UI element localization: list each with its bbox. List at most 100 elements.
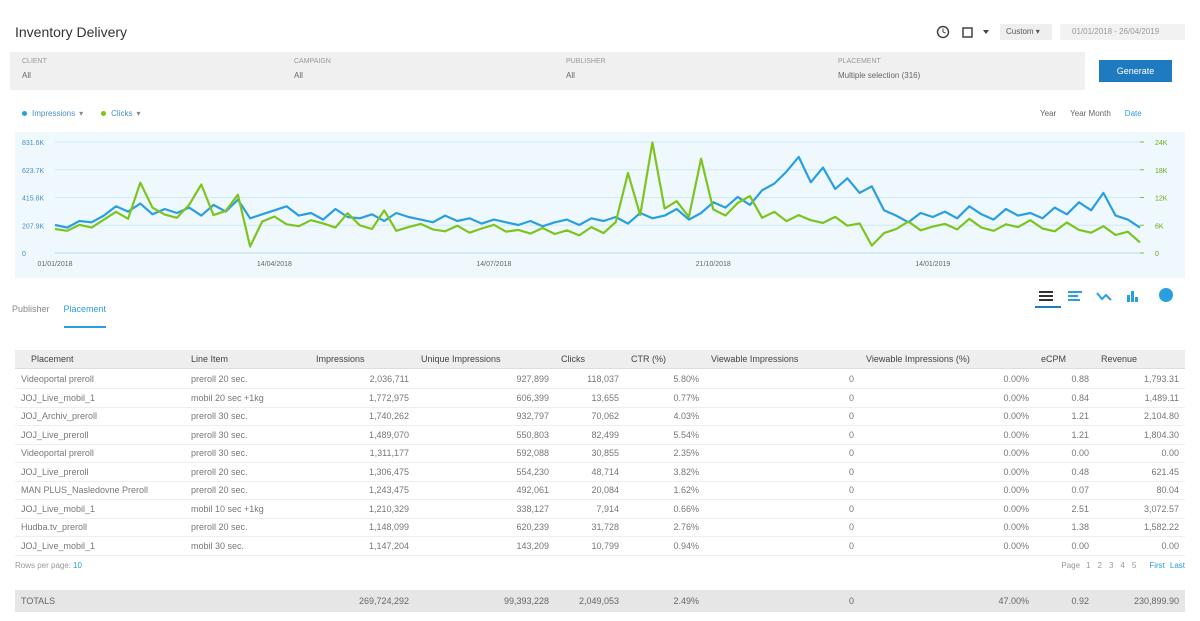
view-icons[interactable] (1035, 286, 1180, 310)
x-tick-label: 14/01/2019 (915, 261, 950, 268)
column-header[interactable]: Impressions (316, 354, 365, 364)
table-cell: 31,728 (591, 522, 619, 532)
table-cell: preroll 20 sec. (191, 485, 248, 495)
chart: 0 207.9K 415.8K 623.7K 831.6K 0 6K 12K 18K 24K 01/… (15, 132, 1185, 278)
table-cell: 2.51 (1071, 503, 1089, 514)
page-link[interactable]: 4 (1120, 561, 1125, 570)
y2-tick-label: 18K (1155, 168, 1168, 175)
table-row (15, 499, 1185, 500)
legend-item[interactable]: Clicks ▾ (101, 109, 141, 118)
page-link[interactable]: 2 (1097, 561, 1102, 570)
table-cell: JOJ_Live_mobil_1 (21, 540, 96, 551)
column-header[interactable]: Line Item (191, 354, 229, 364)
y-tick-label: 415.8K (22, 196, 45, 203)
chart-legend: Impressions ▾ Clicks ▾ (22, 109, 159, 118)
filter-value[interactable]: Multiple selection (316) (838, 71, 921, 80)
table-cell: preroll 20 sec. (191, 522, 248, 532)
table-cell: 1,740,262 (368, 411, 409, 421)
column-header[interactable]: Viewable Impressions (711, 354, 799, 364)
table-cell: 927,899 (516, 374, 549, 384)
column-header[interactable]: Clicks (561, 354, 585, 364)
column-header[interactable]: eCPM (1041, 354, 1067, 364)
date-range[interactable]: 01/01/2018 - 26/04/2019 (1060, 24, 1185, 40)
table-cell: 1.21 (1071, 411, 1089, 421)
y-tick-label: 207.9K (22, 223, 45, 230)
granularity-option[interactable]: Date (1124, 109, 1142, 118)
series-line (54, 141, 1141, 248)
table-cell: 0 (848, 503, 854, 514)
table-cell: 0 (848, 429, 854, 440)
filter-label: PLACEMENT (838, 58, 881, 65)
table-cell: 0 (848, 411, 854, 421)
table-cell: 621.45 (1151, 466, 1179, 477)
x-tick-label: 01/01/2018 (37, 261, 72, 268)
table-cell: 492,061 (516, 485, 549, 495)
table-cell: 1,311,177 (369, 448, 409, 458)
table-cell: 30,855 (591, 448, 619, 458)
filter-value[interactable]: All (566, 71, 575, 80)
table-cell: 0.07 (1071, 485, 1089, 495)
page-links: Page 1 2 3 4 5 First Last (1061, 561, 1185, 570)
column-header[interactable]: Unique Impressions (421, 354, 501, 364)
filter-label: CAMPAIGN (294, 58, 331, 65)
page-link[interactable]: 5 (1131, 561, 1137, 570)
totals-cell: 2,049,053 (578, 596, 619, 606)
column-header[interactable]: CTR (%) (631, 354, 666, 364)
table-cell: mobil 30 sec. (191, 540, 245, 551)
table-cell: 0.77% (673, 392, 699, 403)
table-cell: 0.00% (1003, 485, 1029, 495)
legend-dot (101, 111, 107, 116)
y-tick-label: 0 (22, 251, 26, 258)
table-cell: 1.38 (1071, 522, 1089, 532)
y-tick-label: 831.6K (22, 140, 45, 147)
table-cell: 1.21 (1071, 429, 1089, 440)
table-cell: 1,489,070 (368, 429, 409, 440)
generate-button[interactable]: Generate (1099, 60, 1172, 82)
table-row (15, 406, 1185, 408)
granularity-option[interactable]: Year Month (1070, 109, 1111, 118)
table-cell: 0.94% (673, 540, 699, 551)
page-link[interactable]: 1 (1086, 561, 1091, 570)
table-cell: 3.82% (673, 466, 699, 477)
table-cell: preroll 30 sec. (191, 448, 248, 458)
table-cell: 80.04 (1156, 485, 1179, 495)
table-cell: 0 (848, 466, 854, 477)
filter-label: CLIENT (22, 58, 47, 65)
table-cell: 48,714 (591, 466, 619, 477)
x-tick-label: 14/04/2018 (257, 261, 292, 268)
first-link[interactable]: First (1149, 561, 1165, 570)
table-cell: 0.00% (1003, 392, 1029, 403)
table-cell: JOJ_Archiv_preroll (21, 411, 98, 421)
rows-label: Rows per page: (15, 561, 72, 570)
legend-item[interactable]: Impressions ▾ (22, 109, 83, 118)
legend-label: Clicks (111, 109, 133, 118)
table-cell: 0.00% (1003, 466, 1029, 477)
toolbar-icons[interactable] (935, 24, 995, 40)
table-cell: 70,062 (591, 411, 619, 421)
filter-value[interactable]: All (22, 71, 31, 80)
tab[interactable]: Publisher (12, 304, 50, 314)
filter-value[interactable]: All (294, 71, 303, 80)
table-cell: 1,793.31 (1143, 374, 1179, 384)
table-cell: 2,036,711 (369, 374, 409, 384)
last-link[interactable]: Last (1169, 561, 1185, 570)
page-label: Page (1061, 561, 1081, 570)
tabs: Publisher Placement (12, 304, 120, 328)
range-select[interactable]: Custom ▾ (1000, 24, 1052, 40)
table-cell: 0.00 (1071, 540, 1089, 551)
table-cell: 0.00% (1003, 429, 1029, 440)
column-header[interactable]: Viewable Impressions (%) (866, 354, 970, 364)
totals-label: TOTALS (21, 596, 56, 606)
tab[interactable]: Placement (63, 304, 107, 328)
table-cell: mobil 20 sec +1kg (191, 392, 264, 403)
column-header[interactable]: Placement (31, 354, 74, 364)
page-link[interactable]: 3 (1108, 561, 1114, 570)
table-row (15, 536, 1185, 537)
filter-label: PUBLISHER (566, 58, 606, 65)
table-row (15, 425, 1185, 426)
granularity-option[interactable]: Year (1040, 109, 1057, 118)
column-header[interactable]: Revenue (1101, 354, 1138, 364)
table-cell: 2.76% (673, 522, 699, 532)
rows-select[interactable]: 10 (73, 561, 82, 570)
table-cell: 0 (848, 522, 854, 532)
